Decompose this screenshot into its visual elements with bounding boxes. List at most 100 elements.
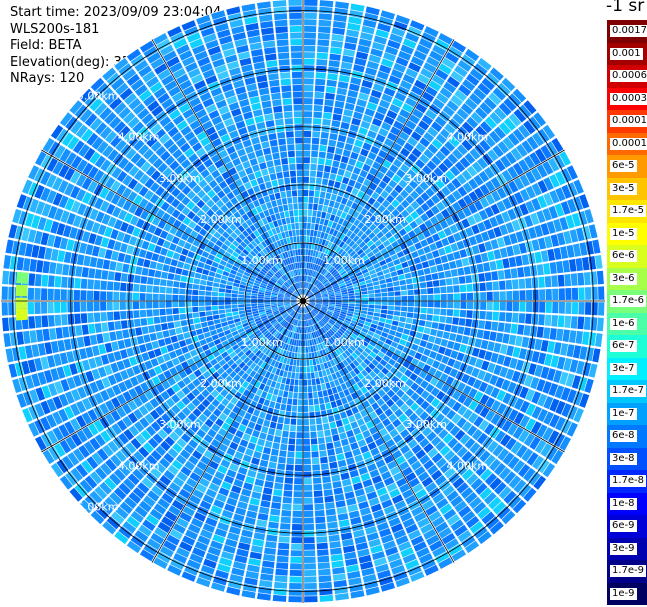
range-gate-cell [314, 85, 325, 92]
range-gate-cell [346, 564, 360, 573]
range-gate-cell [270, 336, 276, 343]
range-gate-cell [198, 296, 205, 301]
range-gate-cell [139, 417, 150, 429]
range-gate-cell [303, 405, 309, 412]
range-gate-cell [211, 582, 226, 592]
range-gate-cell [267, 528, 279, 536]
range-gate-cell [260, 391, 268, 399]
range-gate-cell [299, 320, 301, 327]
range-gate-cell [336, 385, 343, 393]
range-gate-cell [120, 320, 128, 329]
range-gate-cell [360, 361, 368, 369]
range-gate-cell [543, 327, 551, 339]
range-gate-cell [329, 541, 341, 549]
range-gate-cell [261, 317, 268, 322]
range-gate-cell [375, 437, 385, 447]
range-gate-cell [307, 222, 311, 230]
range-gate-cell [167, 564, 182, 576]
range-gate-cell [411, 358, 420, 366]
range-gate-cell [374, 355, 382, 363]
range-gate-cell [534, 338, 543, 351]
range-gate-cell [435, 353, 444, 362]
range-gate-cell [289, 19, 302, 26]
range-gate-cell [357, 322, 364, 328]
range-gate-cell [313, 111, 323, 119]
range-gate-cell [271, 367, 277, 374]
range-gate-cell [325, 324, 331, 330]
range-gate-cell [352, 342, 359, 349]
range-gate-cell [300, 346, 303, 353]
range-gate-cell [226, 447, 236, 457]
range-gate-cell [358, 353, 366, 361]
range-gate-cell [354, 309, 361, 313]
range-gate-cell [160, 316, 167, 323]
range-gate-cell [353, 367, 361, 375]
range-gate-cell [106, 291, 113, 301]
range-gate-cell [171, 383, 181, 393]
range-gate-cell [359, 507, 371, 516]
range-gate-cell [316, 330, 321, 337]
range-gate-cell [490, 413, 501, 426]
range-gate-cell [440, 338, 449, 347]
range-gate-cell [443, 508, 457, 521]
range-gate-cell [358, 334, 365, 340]
range-gate-cell [307, 313, 311, 319]
range-gate-cell [445, 538, 459, 551]
range-gate-cell [284, 118, 293, 125]
range-gate-cell [221, 398, 230, 407]
range-gate-cell [288, 391, 293, 399]
range-gate-cell [258, 466, 267, 474]
range-gate-cell [138, 524, 152, 537]
range-gate-cell [436, 330, 444, 338]
range-gate-cell [146, 293, 153, 301]
range-gate-cell [254, 340, 262, 347]
range-gate-cell [304, 556, 316, 563]
range-gate-cell [466, 516, 480, 529]
range-gate-cell [321, 327, 326, 334]
range-gate-cell [301, 314, 303, 321]
range-gate-cell [462, 408, 473, 420]
range-gate-cell [297, 333, 300, 340]
range-gate-cell [290, 418, 297, 425]
range-gate-cell [282, 430, 289, 438]
range-gate-cell [311, 457, 320, 465]
range-gate-cell [366, 491, 378, 500]
range-gate-cell [281, 377, 287, 384]
range-gate-cell [526, 452, 539, 466]
range-gate-cell [326, 311, 333, 316]
range-gate-cell [388, 301, 395, 306]
range-gate-cell [591, 302, 598, 316]
range-gate-cell [313, 308, 319, 313]
range-gate-cell [444, 324, 452, 332]
range-gate-cell [122, 403, 132, 415]
range-gate-cell [299, 235, 303, 242]
range-gate-cell [132, 301, 140, 310]
range-gate-cell [245, 328, 252, 334]
range-gate-cell [337, 319, 344, 324]
range-gate-cell [187, 382, 196, 392]
range-gate-cell [217, 367, 225, 375]
range-gate-cell [233, 334, 241, 340]
range-gate-cell [469, 521, 484, 534]
range-gate-cell [340, 336, 347, 343]
range-gate-cell [331, 373, 338, 380]
range-gate-cell [510, 441, 523, 455]
range-gate-cell [347, 570, 361, 580]
range-gate-cell [372, 316, 380, 321]
range-gate-cell [146, 454, 158, 466]
range-gate-cell [319, 403, 326, 411]
range-gate-cell [315, 72, 326, 79]
range-gate-cell [100, 430, 112, 443]
range-gate-cell [249, 497, 260, 506]
range-gate-cell [8, 317, 16, 331]
range-gate-cell [56, 459, 69, 474]
range-gate-cell [398, 413, 408, 423]
range-gate-cell [179, 288, 186, 295]
range-gate-cell [240, 353, 248, 361]
range-gate-cell [235, 337, 243, 344]
range-gate-cell [417, 361, 426, 370]
range-gate-cell [247, 442, 256, 451]
range-gate-cell [322, 369, 327, 377]
range-gate-cell [361, 327, 369, 334]
range-gate-cell [322, 317, 328, 323]
